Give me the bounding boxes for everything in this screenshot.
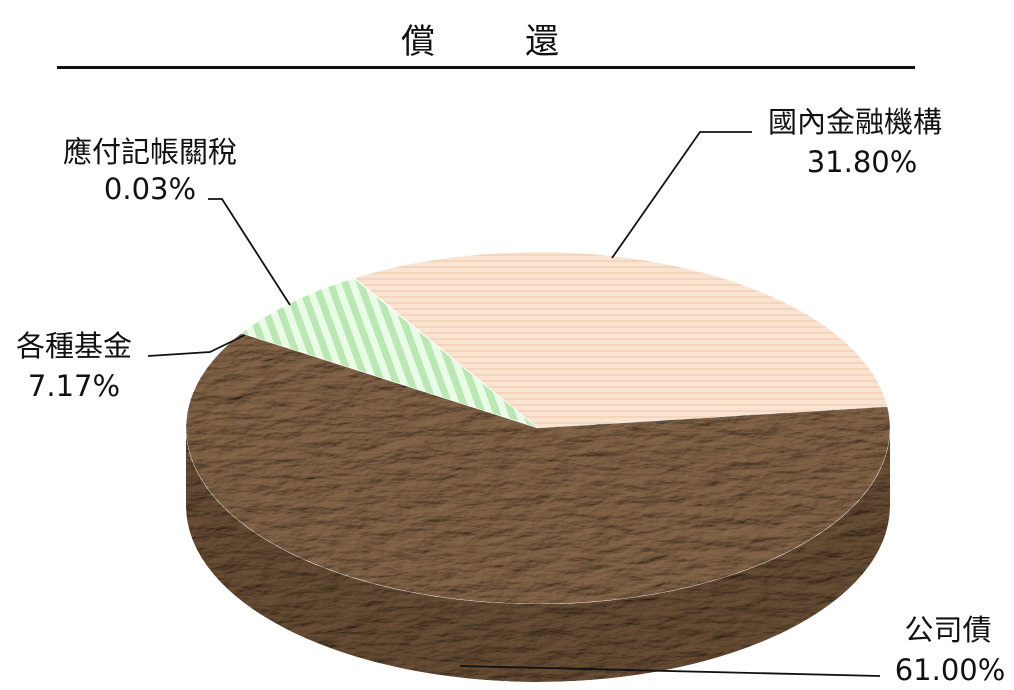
slice-label: 國內金融機構: [768, 105, 942, 139]
slice-label: 公司債: [904, 613, 991, 647]
leader-line-應付記帳關稅: [208, 198, 291, 306]
pie-slice-國內金融機構: [353, 251, 888, 429]
slice-value-label: 7.17%: [28, 369, 120, 403]
title-underline: [57, 66, 915, 69]
pie-slice-公司債: [185, 332, 891, 605]
pie-slice-各種基金: [240, 277, 539, 429]
leader-line-公司債: [459, 665, 881, 677]
leader-line-各種基金: [147, 334, 246, 357]
chart-title: 償還: [401, 22, 649, 62]
pie-side-wall: [186, 428, 890, 682]
slice-label: 各種基金: [16, 329, 132, 363]
slice-value-label: 31.80%: [807, 145, 918, 179]
slice-value-label: 0.03%: [104, 172, 196, 206]
pie-slice-應付記帳關稅: [352, 277, 539, 429]
slice-value-label: 61.00%: [895, 653, 1006, 687]
leader-line-國內金融機構: [611, 131, 752, 259]
slice-label: 應付記帳關稅: [63, 135, 237, 169]
